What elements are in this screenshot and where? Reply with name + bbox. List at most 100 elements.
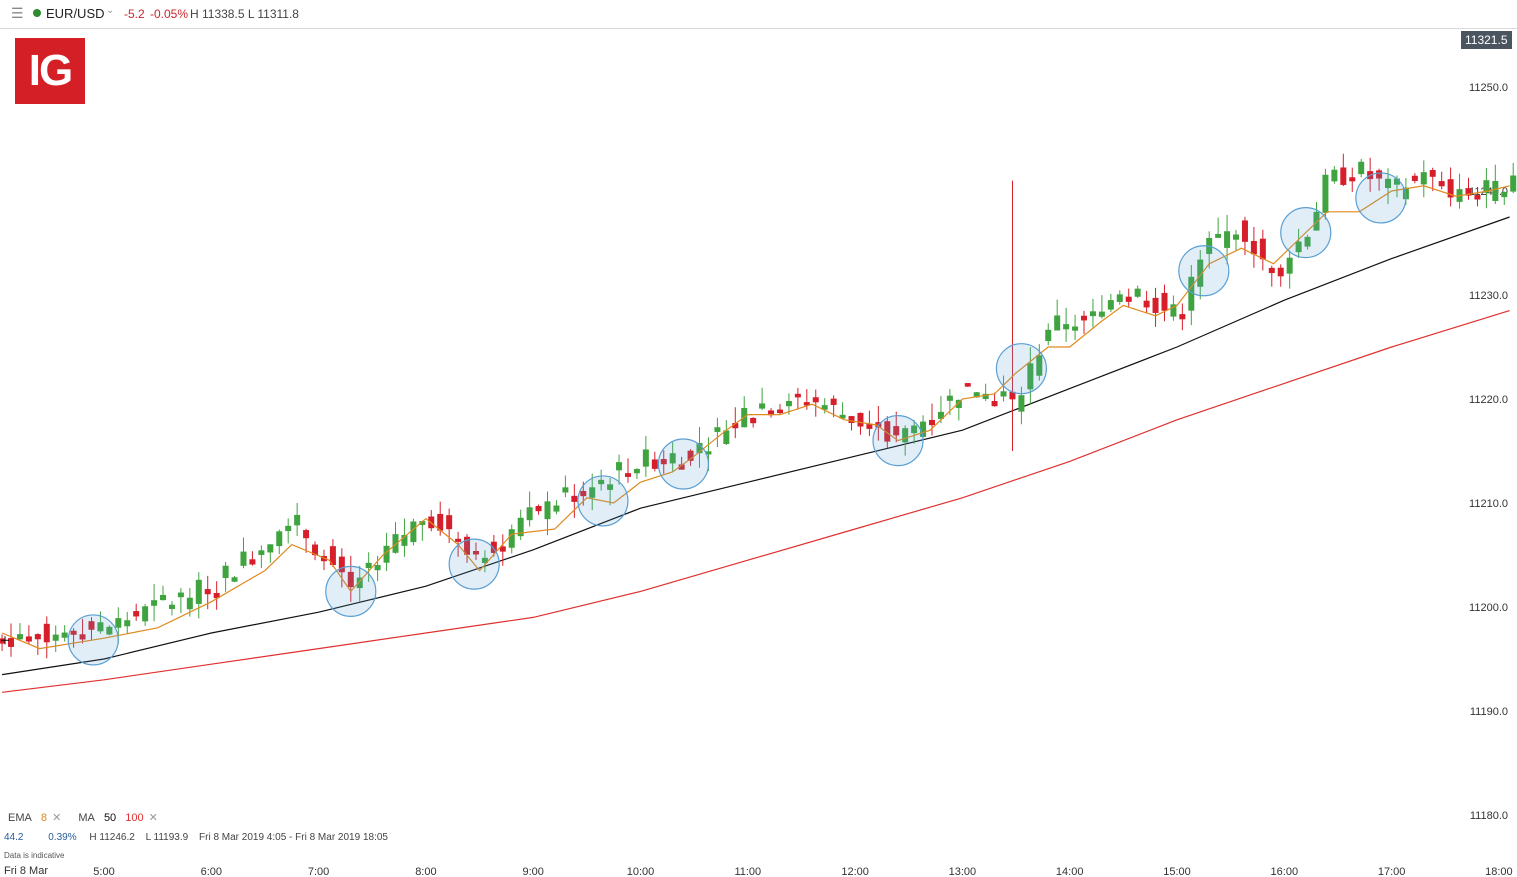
candle-up [1313,211,1320,231]
y-axis-tick-label: 11190.0 [1470,706,1508,718]
candle-up [785,401,792,407]
x-axis-tick-label: 12:00 [841,866,869,877]
candle-up [669,453,676,464]
candle-up [1134,288,1141,297]
pullback-highlight-circle [872,415,924,467]
candle-up [642,449,649,467]
candle-down [79,634,86,640]
candle-down [490,541,497,553]
candle-up [1089,311,1096,317]
candle-down [455,538,462,542]
candle-down [8,638,15,647]
candle-up [839,414,846,419]
candle-up [633,468,640,474]
candle-up [616,462,623,471]
candle-down [1125,296,1132,302]
candle-up [1385,178,1392,189]
x-axis-tick-label: 11:00 [734,866,761,877]
ma-period-100[interactable]: 100 [125,812,144,824]
candle-down [750,417,757,424]
candle-up [1233,234,1240,240]
remove-ema-icon[interactable]: ✕ [52,812,62,824]
hamburger-menu-icon[interactable]: ☰ [11,5,24,21]
pullback-highlight-circle [995,343,1048,395]
candle-up [508,529,515,548]
candle-up [1054,315,1061,331]
candle-down [964,383,971,387]
candle-up [1215,233,1222,238]
candle-up [1036,355,1043,376]
candle-down [571,495,578,502]
candle-up [365,562,372,569]
candle-up [955,399,962,409]
candle-down [303,530,310,539]
candle-up [1393,178,1400,185]
price-chart[interactable]: 11250.011240.011230.011220.011210.011200… [0,29,1517,877]
candle-up [589,487,596,498]
ma100-line [2,310,1510,693]
candle-down [1259,238,1266,260]
remove-ma-icon[interactable]: ✕ [148,812,158,824]
candle-down [794,393,801,398]
candle-down [732,423,739,429]
candle-up [356,577,363,589]
candle-down [1009,391,1016,400]
candle-down [437,513,444,531]
candle-down [329,546,336,566]
ma-label: MA [78,812,95,824]
data-indicative-note: Data is indicative [4,851,65,860]
ma-period-50[interactable]: 50 [103,812,117,824]
candle-down [1376,170,1383,179]
candle-up [177,592,184,598]
candle-down [204,589,211,595]
candle-down [848,416,855,424]
candle-up [696,442,703,454]
candle-down [70,630,77,635]
candle-up [544,501,551,520]
x-axis-tick-label: 8:00 [415,866,436,877]
candle-down [347,571,354,588]
candle-down [499,546,506,552]
ma50-line [2,216,1510,676]
candle-up [1197,259,1204,287]
pullback-highlight-circle [657,438,710,490]
x-axis-tick-label: 6:00 [201,866,222,877]
candle-down [43,623,50,643]
candle-up [1116,294,1123,302]
candle-down [25,636,32,642]
x-axis-tick-label: 17:00 [1378,866,1406,877]
pullback-highlight-circle [1280,207,1332,259]
candle-down [1447,179,1454,198]
x-axis-tick-label: 15:00 [1163,866,1191,877]
pullback-highlight-circle [1355,172,1407,224]
x-axis-tick-label: 5:00 [93,866,114,877]
candle-up [1510,175,1517,192]
candle-up [607,484,614,490]
candle-up [115,618,122,628]
pullback-highlight-circle [325,565,377,618]
candle-down [1179,314,1186,320]
chevron-down-icon[interactable]: ⌄ [106,5,115,16]
candle-up [517,517,524,537]
candle-up [106,626,113,635]
candle-down [857,412,864,427]
candle-up [294,514,301,526]
candle-up [151,600,158,606]
candle-up [374,565,381,571]
candle-up [1295,241,1302,253]
x-axis-tick-label: 7:00 [308,866,329,877]
candle-down [678,464,685,470]
instrument-symbol[interactable]: EUR/USD [46,6,105,21]
candle-up [392,534,399,553]
candle-up [821,405,828,410]
candle-down [651,459,658,469]
candle-up [1224,231,1231,248]
candle-down [1340,167,1347,185]
instrument-header: ☰ EUR/USD ⌄ -5.2 -0.05% H 11338.5 L 1131… [0,0,1517,29]
candle-down [1438,181,1445,187]
candle-down [133,611,140,617]
x-axis-tick-label: 18:00 [1485,866,1513,877]
ema-period[interactable]: 8 [40,812,48,824]
candle-up [231,577,238,582]
candle-up [920,421,927,437]
